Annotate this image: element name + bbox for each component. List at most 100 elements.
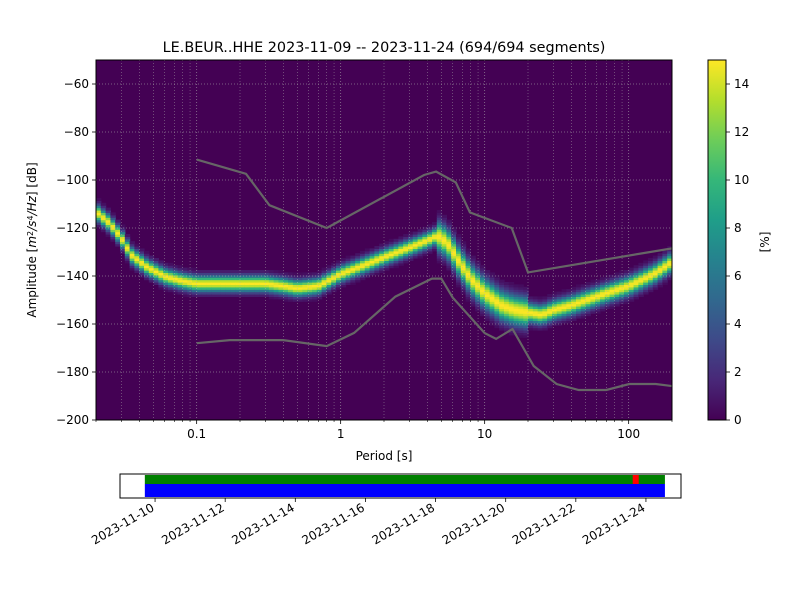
histogram-cell bbox=[465, 255, 471, 259]
histogram-cell bbox=[211, 286, 217, 290]
histogram-cell bbox=[379, 258, 385, 261]
histogram-cell bbox=[134, 250, 140, 254]
histogram-cell bbox=[417, 250, 423, 254]
histogram-cell bbox=[230, 291, 236, 295]
histogram-cell bbox=[216, 294, 222, 297]
histogram-cell bbox=[331, 279, 337, 283]
histogram-cell bbox=[566, 303, 572, 307]
histogram-cell bbox=[432, 248, 438, 252]
histogram-cell bbox=[436, 258, 443, 261]
histogram-cell bbox=[196, 284, 203, 288]
histogram-cell bbox=[528, 296, 534, 300]
histogram-cell bbox=[652, 279, 659, 283]
chart-title: LE.BEUR..HHE 2023-11-09 -- 2023-11-24 (6… bbox=[163, 40, 606, 56]
histogram-cell bbox=[201, 286, 207, 290]
y-axis-label: Amplitude [m2/s4/Hz] [dB] bbox=[25, 162, 39, 317]
histogram-cell bbox=[484, 291, 491, 295]
histogram-cell bbox=[268, 282, 275, 285]
histogram-cell bbox=[648, 262, 654, 266]
histogram-cell bbox=[513, 301, 519, 305]
histogram-cell bbox=[624, 284, 630, 288]
histogram-cell bbox=[619, 279, 625, 283]
histogram-cell bbox=[523, 296, 529, 300]
histogram-cell bbox=[384, 267, 390, 271]
histogram-cell bbox=[614, 298, 620, 302]
histogram-cell bbox=[331, 267, 337, 271]
histogram-cell bbox=[513, 325, 519, 329]
histogram-cell bbox=[600, 308, 606, 312]
histogram-cell bbox=[475, 277, 481, 281]
histogram-cell bbox=[360, 270, 366, 273]
histogram-cell bbox=[624, 270, 630, 273]
histogram-cell bbox=[124, 255, 131, 259]
histogram-cell bbox=[192, 267, 198, 271]
histogram-cell bbox=[657, 253, 663, 257]
histogram-cell bbox=[585, 291, 591, 295]
histogram-cell bbox=[96, 217, 102, 221]
histogram-cell bbox=[360, 265, 366, 269]
histogram-cell bbox=[504, 286, 510, 290]
histogram-cell bbox=[172, 277, 179, 281]
histogram-cell bbox=[451, 231, 457, 235]
histogram-cell bbox=[196, 270, 203, 273]
histogram-cell bbox=[662, 270, 668, 273]
histogram-cell bbox=[456, 250, 462, 254]
histogram-cell bbox=[552, 306, 558, 309]
histogram-cell bbox=[427, 250, 433, 254]
histogram-cell bbox=[312, 284, 318, 288]
histogram-cell bbox=[139, 255, 145, 259]
histogram-cell bbox=[624, 294, 630, 297]
histogram-cell bbox=[168, 279, 174, 283]
histogram-cell bbox=[590, 306, 596, 309]
histogram-cell bbox=[427, 224, 433, 228]
histogram-cell bbox=[537, 301, 543, 305]
histogram-cell bbox=[446, 265, 452, 269]
histogram-cell bbox=[350, 267, 356, 271]
histogram-cell bbox=[249, 289, 255, 293]
histogram-cell bbox=[561, 318, 567, 321]
histogram-cell bbox=[244, 270, 251, 273]
histogram-cell bbox=[432, 243, 438, 247]
histogram-cell bbox=[460, 270, 467, 273]
histogram-cell bbox=[172, 289, 179, 293]
histogram-cell bbox=[369, 267, 375, 271]
histogram-cell bbox=[518, 310, 524, 314]
histogram-cell bbox=[134, 246, 140, 249]
histogram-cell bbox=[422, 241, 428, 245]
colorbar-tick-label: 14 bbox=[734, 77, 749, 91]
histogram-cell bbox=[441, 231, 447, 235]
histogram-cell bbox=[340, 282, 347, 285]
histogram-cell bbox=[321, 286, 327, 290]
histogram-cell bbox=[499, 282, 505, 285]
histogram-cell bbox=[364, 250, 371, 254]
histogram-cell bbox=[446, 224, 452, 228]
histogram-cell bbox=[388, 243, 395, 247]
histogram-cell bbox=[264, 289, 270, 293]
histogram-cell bbox=[331, 265, 337, 269]
histogram-cell bbox=[456, 258, 462, 261]
histogram-cell bbox=[456, 253, 462, 257]
histogram-cell bbox=[585, 284, 591, 288]
histogram-cell bbox=[398, 255, 404, 259]
histogram-cell bbox=[408, 250, 414, 254]
histogram-cell bbox=[504, 306, 510, 309]
histogram-cell bbox=[441, 246, 447, 249]
histogram-cell bbox=[604, 279, 611, 283]
histogram-cell bbox=[667, 262, 672, 266]
timeline-tick-label: 2023-11-10 bbox=[89, 500, 156, 547]
histogram-cell bbox=[96, 219, 102, 223]
histogram-cell bbox=[504, 322, 510, 326]
histogram-cell bbox=[134, 253, 140, 257]
histogram-cell bbox=[345, 265, 351, 269]
histogram-cell bbox=[624, 277, 630, 281]
histogram-cell bbox=[153, 270, 159, 273]
histogram-cell bbox=[604, 282, 611, 285]
histogram-cell bbox=[196, 277, 203, 281]
histogram-cell bbox=[456, 243, 462, 247]
histogram-cell bbox=[408, 248, 414, 252]
y-tick-label: −120 bbox=[56, 221, 89, 235]
histogram-cell bbox=[552, 318, 558, 321]
histogram-cell bbox=[105, 212, 111, 216]
histogram-cell bbox=[456, 241, 462, 245]
histogram-cell bbox=[225, 277, 231, 281]
